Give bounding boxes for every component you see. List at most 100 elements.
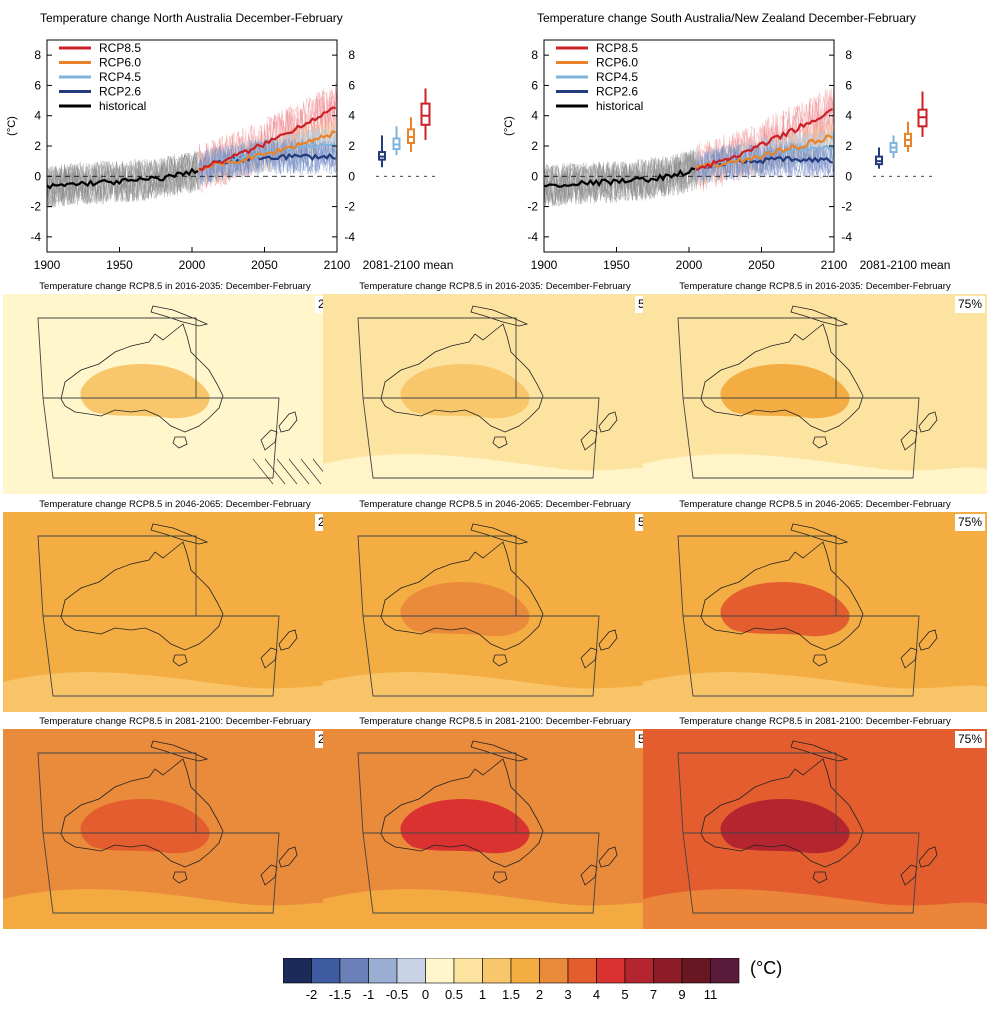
map-title: Temperature change RCP8.5 in 2046-2065: … [359,499,631,510]
map-interior-warming [80,799,210,854]
x-tick-label: 2100 [324,258,351,272]
member-line-rcp26 [199,139,338,182]
member-line-rcp26 [696,143,835,181]
map-svg [3,294,347,494]
new-guinea-coastline [470,305,529,327]
map-southern-band [643,889,987,929]
region-box-south-australia-nz [42,832,280,914]
timeseries-title-south: Temperature change South Australia/New Z… [537,11,916,25]
map-interior-warming [720,582,850,637]
x-tick-label: 2100 [821,258,848,272]
y-tick-label-right: -4 [344,230,355,244]
y-tick-label: 4 [531,109,538,123]
mean-line-rcp60 [198,130,336,172]
map-southern-band [643,454,987,494]
map-panel: 75% [643,729,987,929]
hatch-line [288,458,310,485]
historical-member-line [543,152,697,203]
y-tick-label: -2 [527,200,538,214]
y-tick-label: 0 [531,169,538,183]
colorbar-swatch [624,958,654,984]
percentile-label: 75% [954,296,985,313]
hatch-line [300,458,322,485]
colorbar-tick-label: 2 [535,987,544,1002]
colorbar-tick-label: -0.5 [385,987,409,1002]
y-tick-label: 4 [34,109,41,123]
tasmania-coastline [172,871,188,884]
new-guinea-coastline [790,740,849,762]
tasmania-coastline [812,436,828,449]
tasmania-coastline [172,436,188,449]
map-title: Temperature change RCP8.5 in 2081-2100: … [359,716,631,727]
y-tick-label: 0 [34,169,41,183]
australia-coastline [380,541,544,651]
colorbar-tick-label: 1.5 [501,987,521,1002]
map-svg [3,729,347,929]
y-tick-label-right: 8 [348,48,355,62]
region-box-south-australia-nz [682,832,920,914]
colorbar-swatch [425,958,455,984]
member-line-rcp26 [199,138,338,184]
legend-label: RCP6.0 [99,56,141,70]
region-box-south-australia-nz [362,397,600,479]
map-southern-band [3,454,347,494]
region-box-south-australia-nz [42,615,280,697]
hatch-line [276,458,298,485]
map-panel: 25% [3,729,347,929]
colorbar-tick-label: 9 [678,987,686,1002]
map-panel: 50% [323,294,667,494]
map-panel: 50% [323,729,667,929]
y-tick-label-right: 0 [348,169,355,183]
y-tick-label-right: 8 [845,48,852,62]
mean-line-rcp60 [695,134,834,170]
map-title: Temperature change RCP8.5 in 2016-2035: … [39,281,311,292]
map-interior-warming [400,364,530,419]
y-tick-label-right: -2 [841,200,852,214]
map-southern-band [3,889,347,929]
map-interior-warming [720,799,850,854]
region-box-south-australia-nz [42,397,280,479]
historical-member-line [46,152,200,208]
australia-coastline [60,541,224,651]
map-title: Temperature change RCP8.5 in 2016-2035: … [359,281,631,292]
colorbar-swatch [596,958,626,984]
map-southern-band [643,672,987,712]
map-interior-warming [80,364,210,419]
region-box-south-australia-nz [362,615,600,697]
map-panel: 25% [3,512,347,712]
australia-coastline [700,323,864,433]
timeseries-chart-north: -4 -4 -2 -2 0 0 2 2 4 4 6 6 8 8 1900 1950 2000 2050 2100 (°… [6,39,454,272]
australia-coastline [60,323,224,433]
y-tick-label-right: 4 [348,109,355,123]
x-tick-label: 2000 [179,258,206,272]
colorbar-tick-label: 5 [621,987,629,1002]
colorbar-swatch [368,958,398,984]
new-guinea-coastline [470,740,529,762]
map-southern-band [323,889,667,929]
map-title: Temperature change RCP8.5 in 2046-2065: … [679,499,951,510]
x-tick-label: 2000 [676,258,703,272]
y-tick-label: -4 [527,230,538,244]
map-title: Temperature change RCP8.5 in 2016-2035: … [679,281,951,292]
y-tick-label-right: 6 [845,78,852,92]
mean-period-label: 2081-2100 mean [363,258,454,272]
legend-label: RCP8.5 [99,41,141,55]
map-southern-band [323,454,667,494]
map-panel: 75% [643,294,987,494]
australia-coastline [700,758,864,868]
colorbar-tick-label: 4 [592,987,601,1002]
map-panel: 75% [643,512,987,712]
map-interior-warming [720,364,850,419]
colorbar-swatch [510,958,540,984]
legend-label: historical [596,99,643,113]
tasmania-coastline [492,871,508,884]
colorbar-unit: (°C) [750,958,783,978]
y-tick-label-right: -2 [344,200,355,214]
australia-coastline [380,323,544,433]
map-svg [3,512,347,712]
tasmania-coastline [492,436,508,449]
colorbar-swatch [482,958,512,984]
colorbar-swatch [539,958,569,984]
tasmania-coastline [172,654,188,667]
australia-coastline [60,758,224,868]
